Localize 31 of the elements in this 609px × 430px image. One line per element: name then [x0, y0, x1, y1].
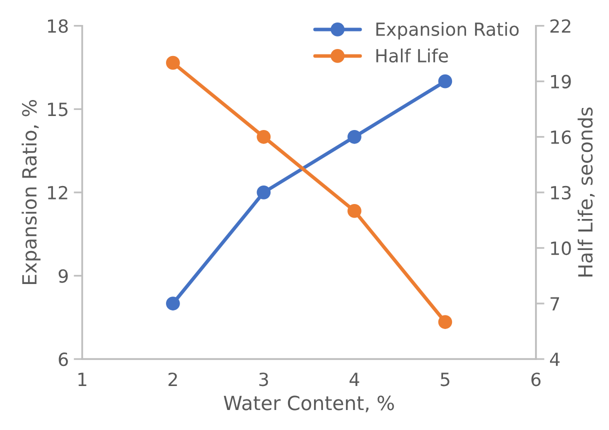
x-tick-label: 4 — [350, 372, 360, 386]
point — [166, 56, 180, 70]
legend-label: Half Life — [376, 48, 448, 63]
point — [256, 130, 271, 144]
y2-tick-label: 22 — [550, 19, 570, 33]
x-axis-title: Water Content, % — [224, 396, 394, 412]
point — [347, 204, 362, 218]
y2-tick-label: 7 — [550, 297, 560, 310]
y2-tick-label: 16 — [551, 130, 571, 144]
point — [438, 74, 452, 88]
y2-tick-label: 10 — [551, 241, 571, 256]
y-tick-label: 15 — [48, 102, 68, 116]
x-tick-label: 1 — [78, 372, 86, 386]
y-tick-label: 18 — [48, 19, 68, 33]
point — [438, 315, 452, 329]
y-tick-label: 6 — [58, 352, 68, 366]
point — [166, 296, 180, 310]
y2-tick-label: 13 — [551, 186, 571, 200]
x-tick-label: 2 — [168, 372, 177, 386]
y2-tick-label: 19 — [551, 74, 571, 88]
y2-tick-label: 4 — [550, 352, 560, 366]
y2-axis-title: Half Life, seconds — [578, 107, 595, 276]
y-axis-title: Expansion Ratio, % — [22, 100, 40, 284]
x-tick-label: 3 — [259, 372, 268, 386]
x-tick-label: 5 — [440, 372, 450, 386]
point — [256, 185, 271, 200]
point — [347, 130, 362, 144]
legend-label: Expansion Ratio — [376, 22, 519, 40]
y-tick-label: 9 — [58, 269, 68, 283]
x-tick-label: 6 — [531, 372, 541, 386]
y-tick-label: 12 — [48, 186, 68, 200]
